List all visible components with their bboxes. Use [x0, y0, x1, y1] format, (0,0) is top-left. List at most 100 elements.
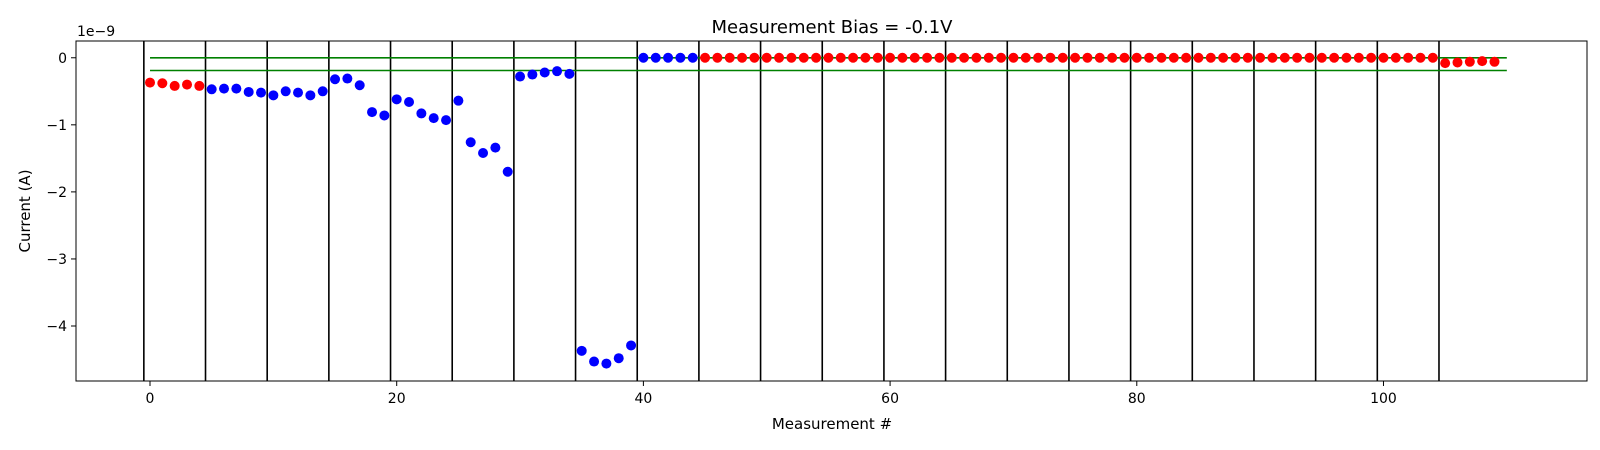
blue-data-point [502, 166, 513, 177]
red-data-point [909, 52, 920, 63]
x-tick-label: 40 [634, 391, 652, 407]
red-data-point [1156, 52, 1167, 63]
red-data-point [1082, 52, 1093, 63]
red-data-point [182, 79, 193, 90]
blue-data-point [465, 137, 476, 148]
blue-data-point [428, 113, 439, 124]
blue-data-point [416, 108, 427, 119]
red-data-point [971, 52, 982, 63]
red-data-point [1255, 52, 1266, 63]
red-data-point [811, 52, 822, 63]
red-data-point [823, 52, 834, 63]
blue-data-point [576, 345, 587, 356]
red-data-point [1107, 52, 1118, 63]
red-data-point [798, 52, 809, 63]
y-axis-ticks: 0 −1 −2 −3 −4 [46, 51, 76, 335]
chart-title: Measurement Bias = -0.1V [711, 17, 953, 38]
red-data-point [1070, 52, 1081, 63]
blue-data-point [305, 90, 316, 101]
red-data-point [1020, 52, 1031, 63]
red-data-point [1378, 52, 1389, 63]
y-axis-label: Current (A) [16, 169, 34, 252]
blue-data-point [613, 353, 624, 364]
blue-data-point [219, 83, 230, 94]
blue-data-point [552, 66, 563, 77]
y-tick-label: −2 [46, 185, 67, 201]
red-data-point [1267, 52, 1278, 63]
red-data-point [1279, 52, 1290, 63]
red-data-point [774, 52, 785, 63]
red-data-point [1415, 52, 1426, 63]
blue-data-point [527, 69, 538, 80]
y-tick-label: −3 [46, 252, 67, 268]
red-data-point [872, 52, 883, 63]
blue-data-point [478, 147, 489, 158]
red-data-point [169, 80, 180, 91]
plot-frame [75, 40, 1588, 382]
red-data-point [1464, 56, 1475, 67]
blue-data-point [231, 83, 242, 94]
red-data-point [1452, 57, 1463, 68]
red-data-point [712, 52, 723, 63]
blue-data-point [404, 97, 415, 108]
blue-data-point [330, 74, 341, 85]
divider-lines [143, 41, 1440, 381]
red-data-point [1366, 52, 1377, 63]
blue-data-point [687, 52, 698, 63]
blue-data-point [675, 52, 686, 63]
red-data-point [922, 52, 933, 63]
red-data-point [983, 52, 994, 63]
red-data-point [1440, 58, 1451, 69]
red-data-point [1218, 52, 1229, 63]
red-data-point [1341, 52, 1352, 63]
red-data-point [934, 52, 945, 63]
x-tick-label: 0 [146, 391, 155, 407]
red-data-point [1489, 56, 1500, 67]
blue-data-point [367, 107, 378, 118]
red-data-point [1427, 52, 1438, 63]
x-tick-label: 100 [1370, 391, 1397, 407]
blue-data-point [490, 142, 501, 153]
red-data-point [1390, 52, 1401, 63]
red-data-point [1242, 52, 1253, 63]
x-axis-ticks: 0 20 40 60 80 100 [146, 381, 1397, 407]
blue-data-point [293, 87, 304, 98]
blue-data-point [317, 86, 328, 97]
red-data-point [1168, 52, 1179, 63]
red-data-point [1144, 52, 1155, 63]
blue-data-point [453, 95, 464, 106]
red-data-point [145, 77, 156, 88]
blue-data-point [342, 73, 353, 84]
red-data-point [996, 52, 1007, 63]
red-data-point [1057, 52, 1068, 63]
red-data-point [749, 52, 760, 63]
red-data-point [1008, 52, 1019, 63]
blue-data-point [391, 94, 402, 105]
red-data-point [946, 52, 957, 63]
red-data-point [1329, 52, 1340, 63]
red-data-point [1045, 52, 1056, 63]
red-data-point [1131, 52, 1142, 63]
blue-data-point [441, 115, 452, 126]
red-data-point [959, 52, 970, 63]
red-data-point [835, 52, 846, 63]
blue-data-point [638, 52, 649, 63]
blue-data-point [243, 86, 254, 97]
red-data-point [1353, 52, 1364, 63]
red-data-point [897, 52, 908, 63]
blue-data-point [280, 86, 291, 97]
blue-data-point [515, 71, 526, 82]
x-tick-label: 60 [881, 391, 899, 407]
data-points [145, 52, 1500, 369]
red-data-point [1230, 52, 1241, 63]
red-data-point [737, 52, 748, 63]
red-data-point [700, 52, 711, 63]
blue-data-point [564, 68, 575, 79]
y-tick-label: −4 [46, 319, 67, 335]
x-tick-label: 20 [388, 391, 406, 407]
red-data-point [1094, 52, 1105, 63]
red-data-point [1477, 56, 1488, 67]
x-tick-label: 80 [1128, 391, 1146, 407]
